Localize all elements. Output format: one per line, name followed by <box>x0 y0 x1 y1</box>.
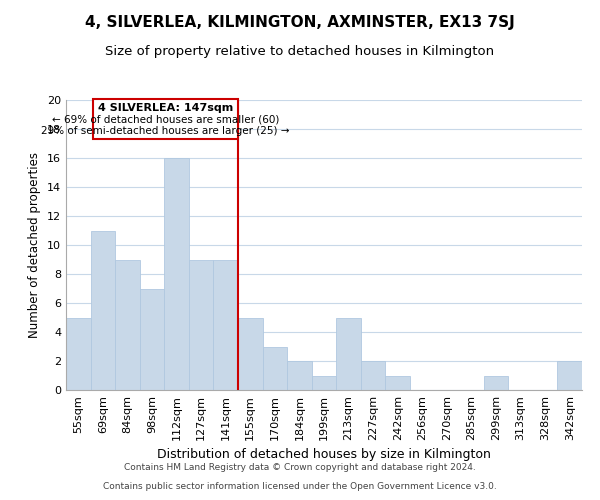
Text: Contains HM Land Registry data © Crown copyright and database right 2024.: Contains HM Land Registry data © Crown c… <box>124 464 476 472</box>
Bar <box>385 376 410 390</box>
Bar <box>214 260 238 390</box>
X-axis label: Distribution of detached houses by size in Kilmington: Distribution of detached houses by size … <box>157 448 491 462</box>
Bar <box>336 318 361 390</box>
Bar <box>287 361 312 390</box>
Bar <box>557 361 582 390</box>
Text: Size of property relative to detached houses in Kilmington: Size of property relative to detached ho… <box>106 45 494 58</box>
Y-axis label: Number of detached properties: Number of detached properties <box>28 152 41 338</box>
Bar <box>115 260 140 390</box>
Bar <box>238 318 263 390</box>
Text: ← 69% of detached houses are smaller (60): ← 69% of detached houses are smaller (60… <box>52 114 279 124</box>
Bar <box>91 230 115 390</box>
Bar <box>361 361 385 390</box>
Bar <box>263 346 287 390</box>
Bar <box>66 318 91 390</box>
Text: 29% of semi-detached houses are larger (25) →: 29% of semi-detached houses are larger (… <box>41 126 290 136</box>
Text: 4 SILVERLEA: 147sqm: 4 SILVERLEA: 147sqm <box>98 103 233 113</box>
Bar <box>140 288 164 390</box>
FancyBboxPatch shape <box>93 100 238 139</box>
Bar <box>189 260 214 390</box>
Bar <box>312 376 336 390</box>
Bar <box>164 158 189 390</box>
Text: 4, SILVERLEA, KILMINGTON, AXMINSTER, EX13 7SJ: 4, SILVERLEA, KILMINGTON, AXMINSTER, EX1… <box>85 15 515 30</box>
Text: Contains public sector information licensed under the Open Government Licence v3: Contains public sector information licen… <box>103 482 497 491</box>
Bar <box>484 376 508 390</box>
